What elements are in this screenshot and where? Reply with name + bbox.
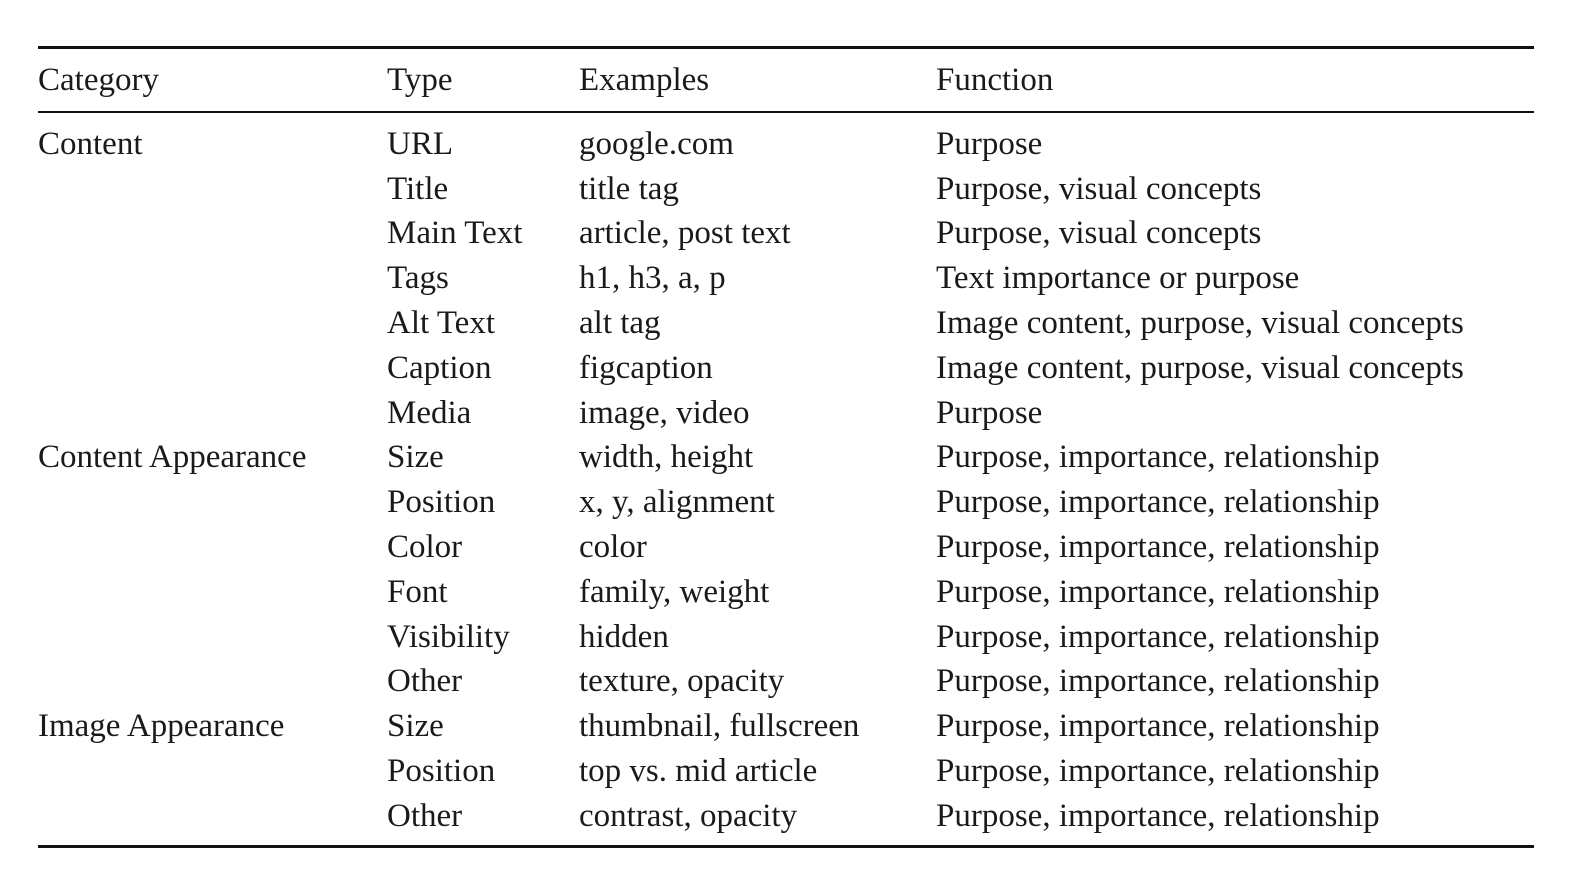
cell-function: Text importance or purpose (936, 260, 1300, 297)
cell-function: Purpose, importance, relationship (936, 439, 1380, 476)
cell-function: Purpose, importance, relationship (936, 708, 1380, 745)
table-row: Font family, weight Purpose, importance,… (38, 570, 1534, 615)
cell-examples: x, y, alignment (579, 484, 775, 521)
cell-type: Other (387, 663, 463, 700)
cell-examples: hidden (579, 618, 669, 655)
bottom-rule (38, 844, 1534, 848)
cell-function: Purpose (936, 394, 1043, 431)
cell-function: Purpose, importance, relationship (936, 529, 1380, 566)
header-function: Function (936, 61, 1054, 98)
table-body: Content URL google.com Purpose Title tit… (38, 122, 1534, 839)
cell-function: Purpose, importance, relationship (936, 573, 1380, 610)
cell-examples: h1, h3, a, p (579, 260, 726, 297)
cell-examples: texture, opacity (579, 663, 785, 700)
header-row: Category Type Examples Function (38, 49, 1534, 111)
header-rule (38, 111, 1534, 113)
table-row: Content Appearance Size width, height Pu… (38, 436, 1534, 481)
cell-function: Purpose, importance, relationship (936, 618, 1380, 655)
cell-function: Purpose (936, 125, 1043, 162)
cell-category (38, 480, 387, 525)
table-row: Position x, y, alignment Purpose, import… (38, 480, 1534, 525)
cell-examples: thumbnail, fullscreen (579, 708, 860, 745)
cell-type: Position (387, 484, 496, 521)
table-row: Position top vs. mid article Purpose, im… (38, 749, 1534, 794)
cell-category (38, 570, 387, 615)
cell-function: Image content, purpose, visual concepts (936, 305, 1464, 342)
cell-category (38, 346, 387, 391)
cell-category (38, 660, 387, 705)
cell-category: Content Appearance (38, 439, 307, 476)
cell-function: Purpose, importance, relationship (936, 797, 1380, 834)
cell-category: Content (38, 125, 143, 162)
table-row: Other texture, opacity Purpose, importan… (38, 660, 1534, 705)
cell-category (38, 525, 387, 570)
table-row: Caption figcaption Image content, purpos… (38, 346, 1534, 391)
cell-type: Size (387, 439, 444, 476)
table-row: Other contrast, opacity Purpose, importa… (38, 794, 1534, 839)
cell-category (38, 212, 387, 257)
cell-type: Other (387, 797, 463, 834)
top-rule (38, 46, 1534, 49)
cell-type: Title (387, 170, 449, 207)
cell-type: Size (387, 708, 444, 745)
cell-examples: title tag (579, 170, 679, 207)
table-row: Image Appearance Size thumbnail, fullscr… (38, 704, 1534, 749)
header-examples: Examples (579, 61, 710, 98)
table-row: Color color Purpose, importance, relatio… (38, 525, 1534, 570)
cell-type: Media (387, 394, 472, 431)
cell-examples: google.com (579, 125, 734, 162)
table-row: Tags h1, h3, a, p Text importance or pur… (38, 256, 1534, 301)
cell-type: Caption (387, 349, 492, 386)
metadata-table: Category Type Examples Function Content … (38, 46, 1534, 848)
cell-examples: image, video (579, 394, 750, 431)
cell-examples: contrast, opacity (579, 797, 798, 834)
cell-function: Purpose, importance, relationship (936, 753, 1380, 790)
header-type: Type (387, 61, 453, 98)
cell-function: Purpose, importance, relationship (936, 484, 1380, 521)
cell-type: URL (387, 125, 453, 162)
cell-examples: family, weight (579, 573, 770, 610)
table-row: Content URL google.com Purpose (38, 122, 1534, 167)
cell-function: Purpose, importance, relationship (936, 663, 1380, 700)
table-row: Alt Text alt tag Image content, purpose,… (38, 301, 1534, 346)
cell-examples: color (579, 529, 647, 566)
cell-examples: width, height (579, 439, 754, 476)
cell-function: Purpose, visual concepts (936, 215, 1262, 252)
cell-examples: top vs. mid article (579, 753, 818, 790)
cell-category (38, 167, 387, 212)
cell-examples: alt tag (579, 305, 661, 342)
table-row: Media image, video Purpose (38, 391, 1534, 436)
cell-category (38, 391, 387, 436)
cell-type: Visibility (387, 618, 510, 655)
cell-category (38, 301, 387, 346)
cell-type: Tags (387, 260, 449, 297)
table-row: Title title tag Purpose, visual concepts (38, 167, 1534, 212)
cell-function: Purpose, visual concepts (936, 170, 1262, 207)
cell-category (38, 794, 387, 839)
cell-category (38, 749, 387, 794)
cell-type: Color (387, 529, 463, 566)
cell-type: Position (387, 753, 496, 790)
table-row: Visibility hidden Purpose, importance, r… (38, 615, 1534, 660)
header-category: Category (38, 61, 159, 98)
cell-type: Alt Text (387, 305, 495, 342)
cell-category (38, 256, 387, 301)
cell-examples: figcaption (579, 349, 713, 386)
table-header: Category Type Examples Function (38, 49, 1534, 111)
cell-category (38, 615, 387, 660)
cell-type: Main Text (387, 215, 523, 252)
cell-function: Image content, purpose, visual concepts (936, 349, 1464, 386)
cell-category: Image Appearance (38, 708, 285, 745)
cell-examples: article, post text (579, 215, 791, 252)
cell-type: Font (387, 573, 448, 610)
table-row: Main Text article, post text Purpose, vi… (38, 212, 1534, 257)
